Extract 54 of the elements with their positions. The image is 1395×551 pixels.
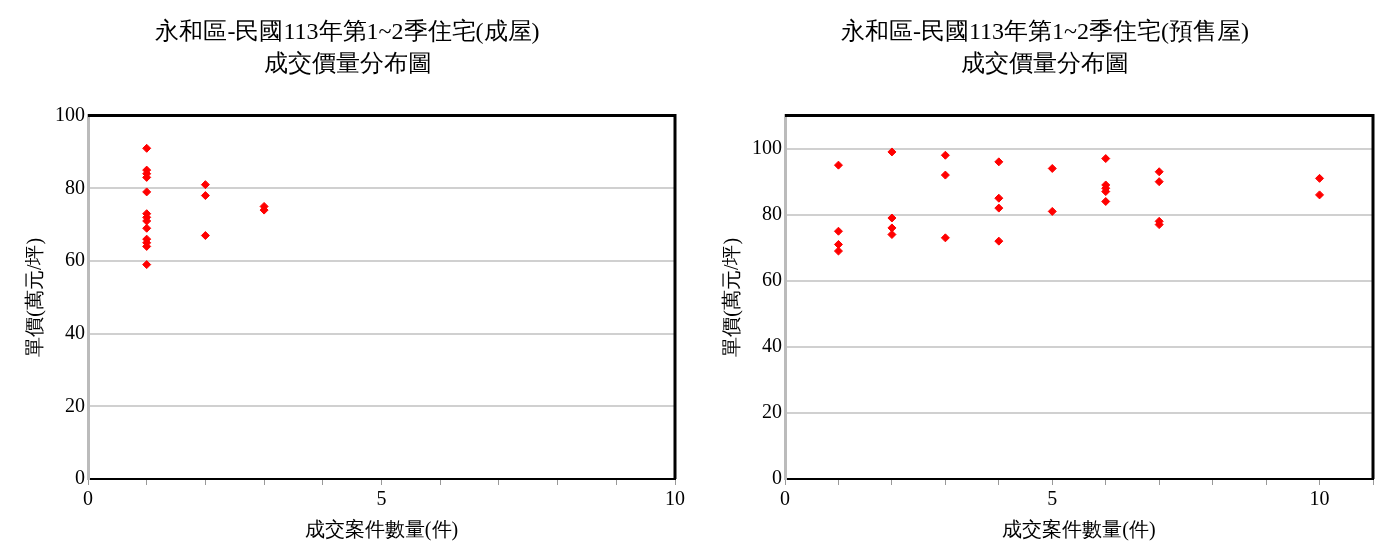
point	[887, 230, 897, 240]
point	[1154, 167, 1164, 177]
point	[1154, 177, 1164, 187]
point	[887, 223, 897, 233]
x-axis-title: 成交案件數量(件)	[1002, 518, 1156, 542]
point	[887, 213, 897, 223]
y-tick-label: 80	[65, 175, 85, 198]
x-axis-title: 成交案件數量(件)	[304, 518, 459, 542]
y-tick-label: 60	[65, 248, 85, 271]
point	[994, 193, 1004, 203]
point	[833, 226, 843, 236]
y-tick-label: 60	[762, 268, 782, 291]
point	[142, 260, 152, 270]
point	[1315, 173, 1325, 183]
point	[1047, 163, 1057, 173]
y-tick-label: 80	[762, 201, 782, 224]
chart-title: 永和區-民國113年第1~2季住宅(預售屋)	[840, 17, 1250, 44]
point	[994, 203, 1004, 213]
point	[833, 160, 843, 170]
point	[994, 236, 1004, 246]
chart-subtitle: 成交價量分布圖	[263, 50, 432, 77]
chart-title: 永和區-民國113年第1~2季住宅(成屋)	[155, 17, 540, 44]
y-axis-title: 單價(萬元/坪)	[720, 237, 744, 357]
point	[142, 223, 152, 233]
y-tick-label: 20	[65, 393, 85, 416]
point	[940, 170, 950, 180]
x-tick-label: 10	[1309, 487, 1330, 510]
y-tick-label: 100	[752, 135, 782, 158]
x-tick-label: 5	[1047, 487, 1058, 510]
chart-subtitle: 成交價量分布圖	[961, 50, 1129, 77]
point	[994, 157, 1004, 167]
point	[1047, 206, 1057, 216]
point	[1101, 197, 1111, 206]
point	[1101, 154, 1111, 164]
x-tick-label: 10	[665, 487, 685, 510]
y-axis-title: 單價(萬元/坪)	[23, 237, 47, 357]
point	[833, 246, 843, 256]
y-tick-label: 0	[75, 466, 85, 489]
point	[200, 180, 210, 190]
point	[940, 233, 950, 243]
point	[142, 187, 152, 197]
point	[940, 150, 950, 160]
point	[887, 147, 897, 157]
y-tick-label: 0	[772, 466, 782, 489]
y-tick-label: 40	[762, 334, 782, 357]
point	[833, 239, 843, 249]
y-tick-label: 40	[65, 320, 85, 343]
point	[1315, 190, 1325, 200]
y-tick-label: 100	[55, 102, 85, 125]
y-tick-label: 20	[762, 400, 782, 423]
x-tick-label: 5	[376, 487, 387, 510]
point	[200, 231, 210, 241]
point	[142, 143, 152, 153]
point	[200, 191, 210, 201]
